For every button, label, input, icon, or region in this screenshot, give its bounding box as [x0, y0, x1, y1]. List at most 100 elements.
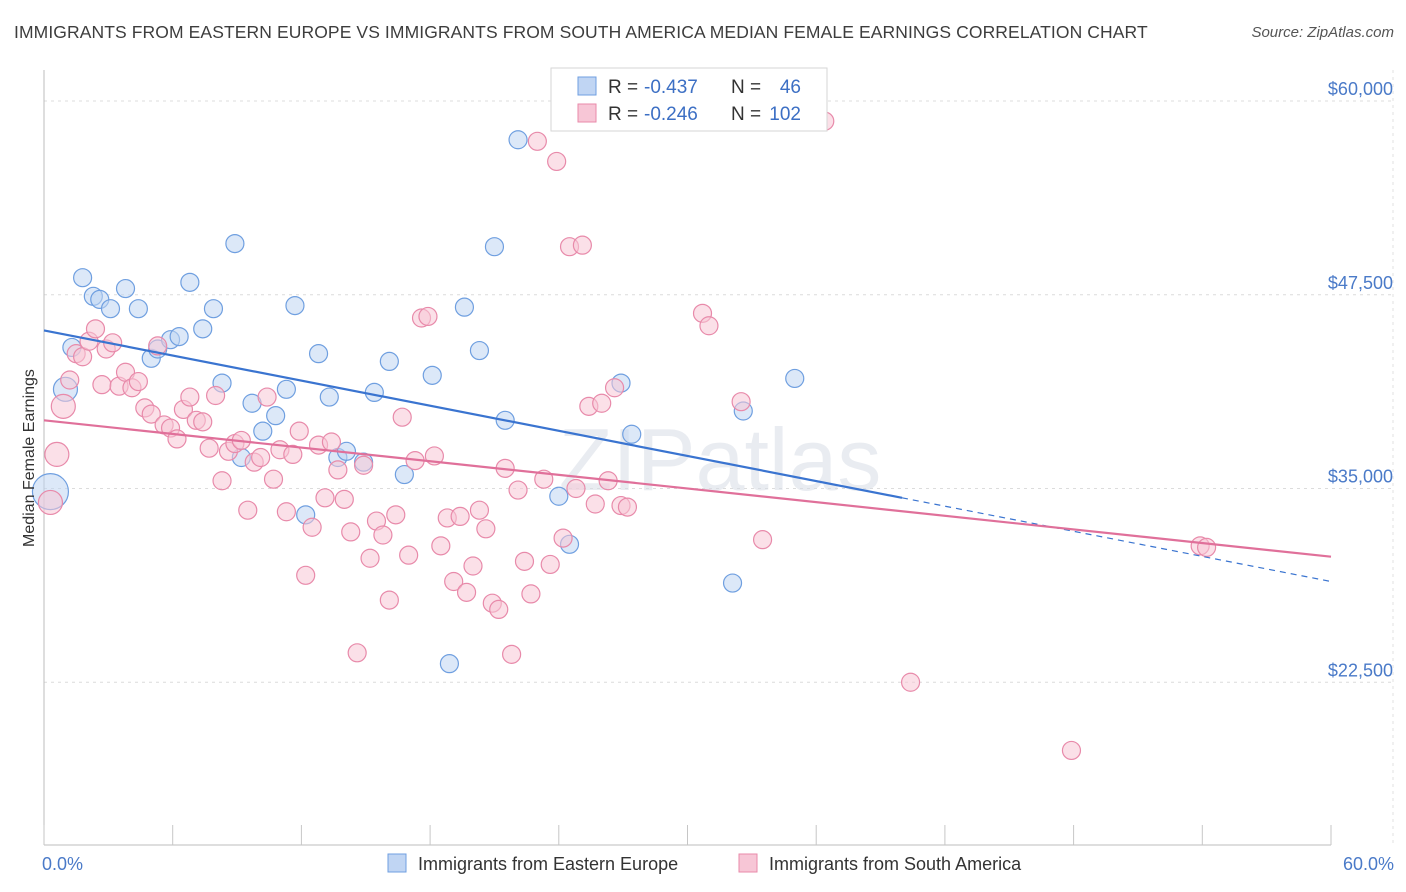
legend-n-label-1: N = [731, 77, 761, 98]
point-series1-20 [276, 379, 296, 399]
y-axis-label: Median Female Earnings [21, 369, 38, 547]
point-series2-1 [44, 441, 70, 467]
point-series2-83 [572, 235, 592, 255]
point-series2-86 [592, 393, 612, 413]
point-series2-65 [456, 582, 477, 602]
point-series2-40 [296, 565, 316, 585]
legend-swatch-south-america [577, 103, 597, 123]
point-series2-50 [360, 548, 380, 568]
point-series2-72 [502, 644, 522, 664]
bottom-legend-swatch-south-america [738, 853, 758, 873]
point-series1-41 [622, 424, 642, 444]
point-series2-79 [547, 151, 567, 172]
point-series1-24 [319, 387, 339, 407]
point-series1-37 [508, 130, 528, 150]
point-series1-32 [439, 654, 460, 674]
point-series2-93 [731, 392, 751, 412]
point-series2-56 [399, 545, 419, 565]
point-series1-30 [394, 464, 414, 485]
point-series1-13 [203, 299, 224, 319]
legend-n-value-2: 102 [769, 104, 801, 125]
point-series2-46 [334, 489, 354, 509]
point-series2-47 [341, 522, 361, 542]
point-series1-28 [364, 382, 384, 402]
legend-swatch-eastern-europe [577, 76, 597, 96]
watermark: ZIPatlas [559, 410, 882, 509]
point-series2-17 [148, 336, 168, 356]
point-series2-27 [212, 471, 232, 491]
point-series2-39 [289, 421, 309, 441]
point-series2-3 [60, 370, 80, 390]
legend-r-label-2: R = [608, 104, 638, 125]
scatter-points [31, 111, 1217, 761]
source-label: Source: ZipAtlas.com [1251, 24, 1394, 41]
point-series2-16 [141, 404, 161, 424]
chart-title: IMMIGRANTS FROM EASTERN EUROPE VS IMMIGR… [14, 22, 1148, 42]
point-series2-82 [566, 478, 586, 499]
y-tick-labels: $22,500 $35,000 $47,500 $60,000 [1328, 79, 1393, 680]
trend-line-extension-series1 [901, 497, 1332, 583]
legend-r-value-2: -0.246 [644, 104, 698, 125]
point-series2-54 [386, 505, 406, 525]
point-series1-29 [379, 351, 399, 371]
y-tick-label-0: $22,500 [1328, 660, 1393, 680]
point-series2-68 [476, 519, 496, 539]
legend-n-label-2: N = [731, 104, 761, 125]
point-series1-19 [266, 406, 286, 426]
point-series2-94 [752, 530, 773, 550]
x-tick-max: 60.0% [1343, 854, 1394, 874]
point-series2-41 [302, 517, 322, 537]
point-series2-25 [199, 438, 219, 458]
bottom-legend-label-eastern-europe: Immigrants from Eastern Europe [418, 854, 678, 874]
legend-n-value-1: 46 [780, 77, 801, 98]
point-series2-44 [321, 432, 342, 452]
point-series2-14 [128, 371, 148, 392]
point-series1-12 [193, 319, 213, 339]
point-series2-2 [50, 393, 76, 419]
point-series2-53 [379, 590, 399, 610]
point-series2-55 [392, 407, 412, 427]
point-series2-22 [180, 387, 200, 407]
y-tick-label-2: $47,500 [1328, 273, 1393, 293]
legend-r-label-1: R = [608, 77, 638, 98]
point-series1-1 [73, 268, 93, 288]
point-series2-80 [553, 528, 573, 548]
point-series2-64 [450, 506, 470, 527]
bottom-legend-swatch-eastern-europe [387, 853, 407, 873]
point-series1-5 [115, 278, 136, 299]
axes [43, 70, 1332, 846]
legend-r-value-1: -0.437 [644, 77, 698, 98]
point-series2-0 [37, 489, 64, 516]
point-series2-73 [508, 480, 528, 500]
point-series1-21 [285, 296, 305, 316]
point-series1-15 [225, 234, 245, 254]
point-series2-59 [418, 306, 438, 327]
point-series1-11 [180, 272, 200, 292]
point-series2-90 [617, 497, 638, 517]
point-series2-67 [469, 500, 490, 520]
point-series2-88 [604, 378, 625, 398]
point-series2-34 [257, 387, 277, 407]
point-series2-52 [373, 525, 393, 545]
point-series1-31 [422, 365, 442, 385]
point-series2-75 [521, 584, 541, 604]
point-series2-66 [463, 556, 483, 576]
point-series2-85 [585, 494, 605, 514]
point-series2-76 [527, 131, 547, 151]
point-series2-20 [167, 429, 187, 449]
point-series2-24 [193, 412, 213, 432]
bottom-legend-label-south-america: Immigrants from South America [769, 854, 1022, 874]
point-series2-99 [1196, 537, 1217, 558]
point-series2-43 [315, 488, 335, 508]
point-series2-7 [85, 319, 106, 339]
legend: R = -0.437 N = 46 R = -0.246 N = 102 [550, 67, 828, 132]
x-tick-min: 0.0% [42, 854, 83, 874]
point-series2-35 [263, 469, 284, 489]
y-tick-label-3: $60,000 [1328, 79, 1393, 99]
point-series2-45 [328, 460, 348, 480]
point-series2-37 [276, 502, 296, 522]
point-series1-10 [169, 327, 189, 347]
point-series2-63 [444, 571, 464, 592]
point-series1-4 [100, 299, 121, 319]
point-series2-92 [699, 316, 719, 336]
